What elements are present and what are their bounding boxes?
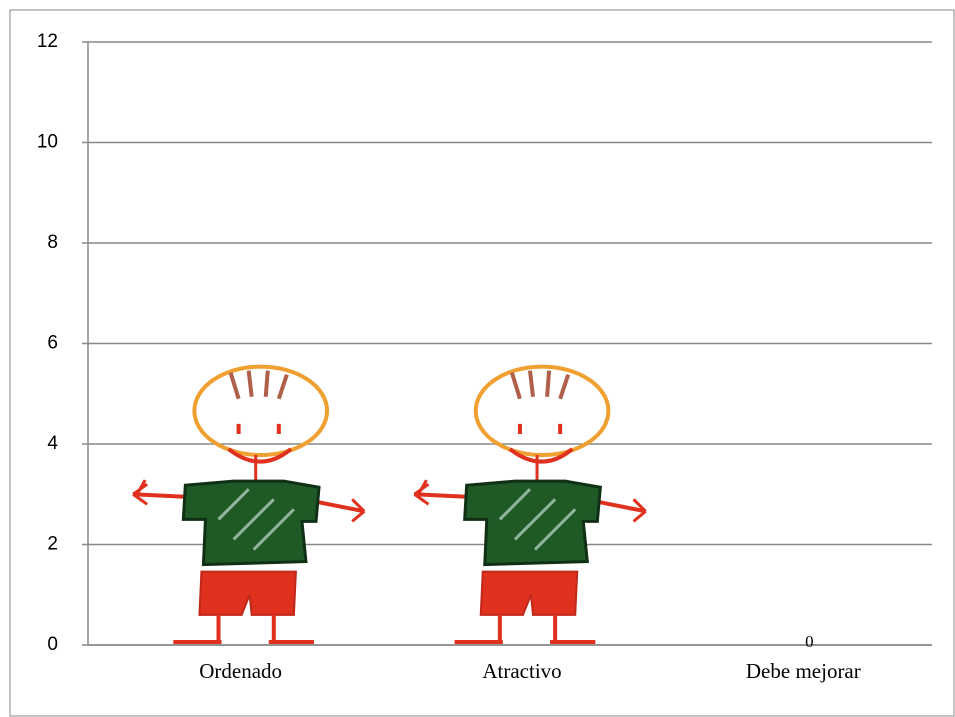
figure-part	[173, 614, 314, 644]
figure-part	[454, 614, 596, 644]
y-tick-label: 10	[37, 132, 58, 153]
figure-part	[351, 498, 366, 523]
figure-part	[632, 498, 647, 523]
figure-part	[192, 364, 330, 458]
figure-part	[217, 488, 295, 551]
y-tick-label: 0	[47, 634, 58, 655]
x-tick-label: Debe mejorar	[746, 659, 861, 683]
y-tick-label: 12	[37, 31, 58, 52]
value-label: 0	[805, 632, 814, 651]
figure-part	[413, 479, 430, 506]
figure-part	[594, 499, 646, 514]
y-tick-label: 8	[47, 232, 58, 253]
figure-part	[509, 370, 571, 400]
y-tick-label: 6	[47, 333, 58, 354]
figure-part	[517, 423, 563, 434]
figure-part	[132, 479, 149, 506]
figure-part	[236, 423, 281, 434]
x-tick-label: Atractivo	[482, 659, 561, 683]
figure-part	[313, 499, 365, 514]
figure-part	[498, 488, 577, 551]
pictograph-figure	[413, 364, 647, 644]
figure-part	[473, 364, 611, 458]
figure-part	[479, 570, 579, 616]
figure-part	[198, 570, 297, 616]
figure-part	[227, 447, 293, 464]
figure-part	[508, 447, 574, 464]
figure-part	[228, 370, 289, 400]
pictograph-figure	[132, 364, 366, 644]
y-tick-label: 4	[47, 433, 58, 454]
y-tick-label: 2	[47, 534, 58, 555]
x-tick-label: Ordenado	[199, 659, 282, 683]
